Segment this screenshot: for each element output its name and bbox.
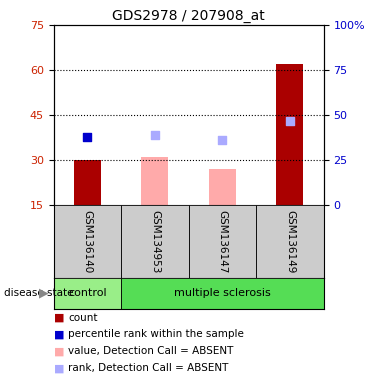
Text: GSM136140: GSM136140: [83, 210, 92, 273]
Text: ■: ■: [54, 346, 64, 356]
Bar: [209, 169, 236, 205]
Bar: [189, 205, 256, 278]
Bar: [54, 278, 121, 309]
Bar: [141, 157, 168, 205]
Text: value, Detection Call = ABSENT: value, Detection Call = ABSENT: [68, 346, 234, 356]
Title: GDS2978 / 207908_at: GDS2978 / 207908_at: [112, 8, 265, 23]
Text: GSM134953: GSM134953: [150, 210, 160, 273]
Text: rank, Detection Call = ABSENT: rank, Detection Call = ABSENT: [68, 363, 229, 373]
Text: disease state: disease state: [4, 288, 73, 298]
Text: ■: ■: [54, 363, 64, 373]
Bar: [121, 205, 189, 278]
Text: GSM136147: GSM136147: [218, 210, 228, 273]
Text: control: control: [68, 288, 107, 298]
Text: ■: ■: [54, 329, 64, 339]
Text: count: count: [68, 313, 98, 323]
Text: multiple sclerosis: multiple sclerosis: [174, 288, 271, 298]
Point: [84, 134, 90, 140]
Point: [152, 132, 158, 138]
Text: GSM136149: GSM136149: [285, 210, 295, 273]
Text: percentile rank within the sample: percentile rank within the sample: [68, 329, 244, 339]
Point: [219, 137, 225, 144]
Point: [287, 118, 293, 124]
Text: ■: ■: [54, 313, 64, 323]
Bar: [54, 205, 121, 278]
Bar: [276, 64, 303, 205]
Text: ▶: ▶: [39, 287, 48, 300]
Bar: [121, 278, 324, 309]
Bar: [256, 205, 324, 278]
Bar: [74, 161, 101, 205]
